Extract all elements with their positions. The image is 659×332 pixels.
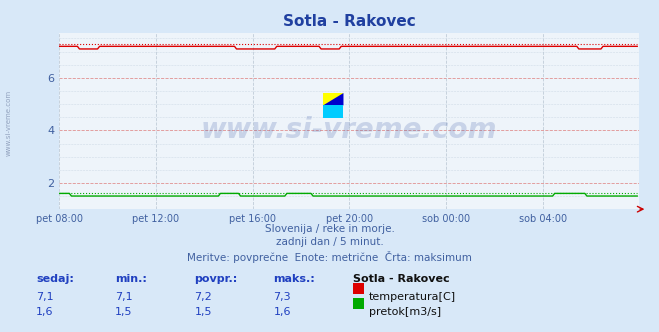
Text: 7,3: 7,3 — [273, 292, 291, 302]
Bar — [323, 93, 343, 118]
Text: 1,5: 1,5 — [194, 307, 212, 317]
Text: 7,2: 7,2 — [194, 292, 212, 302]
Text: www.si-vreme.com: www.si-vreme.com — [5, 90, 12, 156]
Polygon shape — [323, 105, 343, 118]
Text: Meritve: povprečne  Enote: metrične  Črta: maksimum: Meritve: povprečne Enote: metrične Črta:… — [187, 251, 472, 263]
Text: min.:: min.: — [115, 274, 147, 284]
Text: povpr.:: povpr.: — [194, 274, 238, 284]
Text: www.si-vreme.com: www.si-vreme.com — [201, 116, 498, 144]
Title: Sotla - Rakovec: Sotla - Rakovec — [283, 14, 416, 29]
Bar — [323, 105, 343, 118]
Text: zadnji dan / 5 minut.: zadnji dan / 5 minut. — [275, 237, 384, 247]
Polygon shape — [323, 93, 343, 105]
Text: maks.:: maks.: — [273, 274, 315, 284]
Text: temperatura[C]: temperatura[C] — [369, 292, 456, 302]
Text: 1,5: 1,5 — [115, 307, 133, 317]
Text: Sotla - Rakovec: Sotla - Rakovec — [353, 274, 449, 284]
Text: 7,1: 7,1 — [36, 292, 54, 302]
Text: sedaj:: sedaj: — [36, 274, 74, 284]
Text: Slovenija / reke in morje.: Slovenija / reke in morje. — [264, 224, 395, 234]
Text: 7,1: 7,1 — [115, 292, 133, 302]
Text: pretok[m3/s]: pretok[m3/s] — [369, 307, 441, 317]
Text: 1,6: 1,6 — [36, 307, 54, 317]
Text: 1,6: 1,6 — [273, 307, 291, 317]
